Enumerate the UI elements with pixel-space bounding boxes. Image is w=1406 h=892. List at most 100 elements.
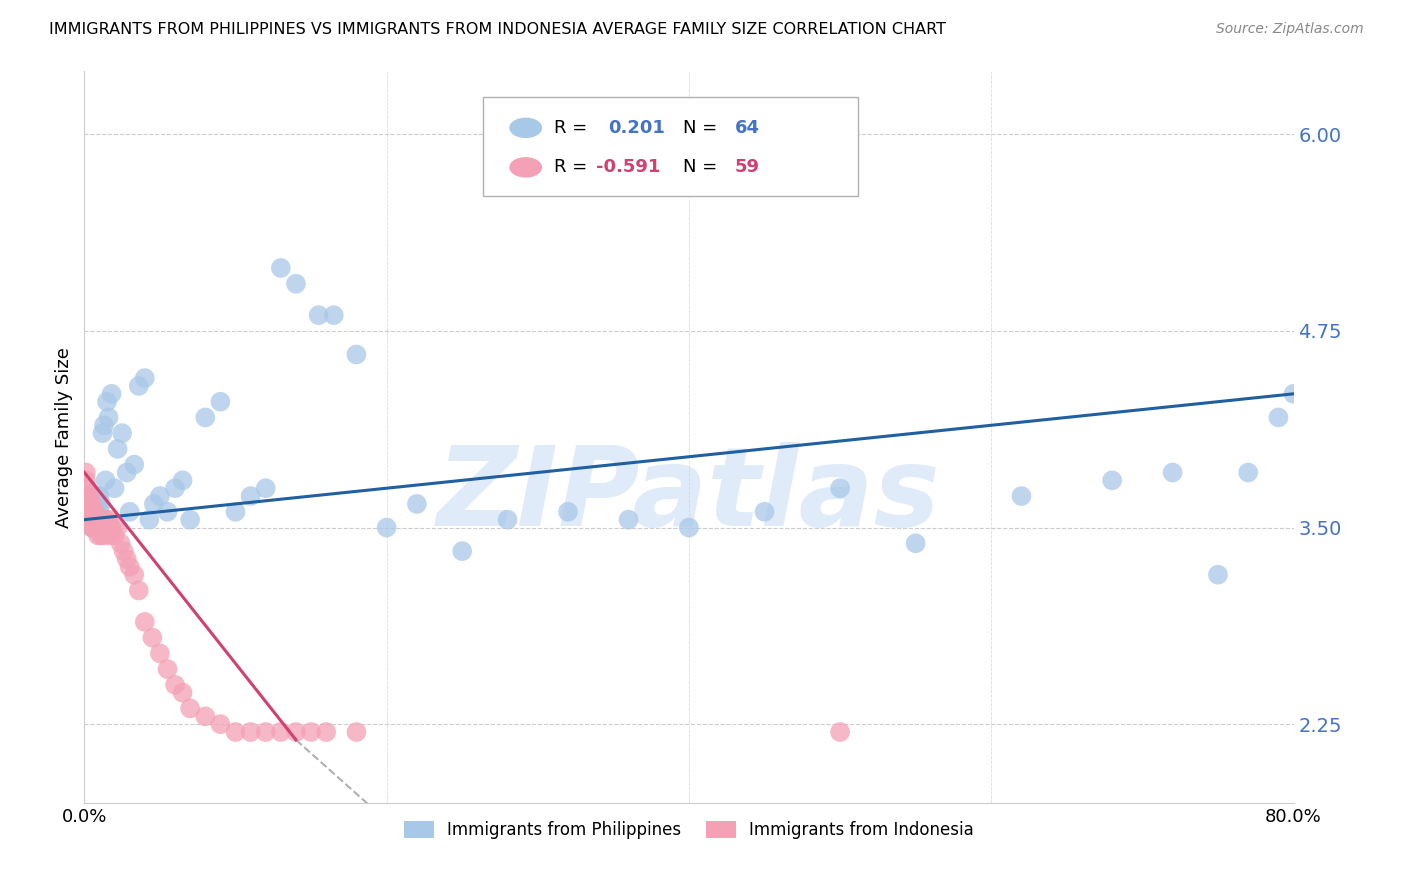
Point bbox=[97, 513, 120, 527]
Point bbox=[1161, 466, 1184, 480]
Point bbox=[87, 528, 110, 542]
Point bbox=[77, 513, 100, 527]
Point bbox=[1101, 473, 1123, 487]
Point bbox=[96, 394, 118, 409]
Point bbox=[82, 505, 104, 519]
Point bbox=[141, 631, 163, 645]
Point bbox=[87, 520, 110, 534]
Point bbox=[76, 497, 98, 511]
Point bbox=[80, 497, 103, 511]
Point bbox=[149, 646, 172, 660]
Text: N =: N = bbox=[683, 119, 717, 136]
Y-axis label: Average Family Size: Average Family Size bbox=[55, 347, 73, 527]
Point bbox=[1011, 489, 1033, 503]
Point bbox=[79, 513, 101, 527]
Point bbox=[94, 513, 117, 527]
Point bbox=[82, 520, 104, 534]
Point bbox=[79, 505, 101, 519]
Point bbox=[93, 418, 115, 433]
Point bbox=[375, 520, 398, 534]
Point bbox=[322, 308, 344, 322]
Point bbox=[84, 513, 107, 527]
Point bbox=[77, 505, 100, 519]
Point bbox=[1206, 567, 1229, 582]
Point bbox=[100, 387, 122, 401]
Text: 64: 64 bbox=[735, 119, 759, 136]
Point bbox=[346, 347, 368, 361]
Point bbox=[496, 513, 519, 527]
Point bbox=[77, 497, 100, 511]
Point bbox=[91, 520, 114, 534]
Point bbox=[406, 497, 429, 511]
Point bbox=[285, 725, 308, 739]
Point bbox=[80, 513, 103, 527]
Point bbox=[209, 717, 232, 731]
Point bbox=[172, 473, 194, 487]
Point bbox=[87, 489, 110, 503]
Point bbox=[172, 686, 194, 700]
Point bbox=[194, 709, 217, 723]
Text: IMMIGRANTS FROM PHILIPPINES VS IMMIGRANTS FROM INDONESIA AVERAGE FAMILY SIZE COR: IMMIGRANTS FROM PHILIPPINES VS IMMIGRANT… bbox=[49, 22, 946, 37]
Point bbox=[239, 725, 262, 739]
Point bbox=[179, 513, 201, 527]
Point bbox=[134, 371, 156, 385]
Text: -0.591: -0.591 bbox=[596, 159, 661, 177]
Point bbox=[76, 505, 98, 519]
Point bbox=[308, 308, 330, 322]
Point bbox=[90, 497, 112, 511]
Point bbox=[84, 513, 107, 527]
Point bbox=[156, 662, 179, 676]
Point bbox=[149, 489, 172, 503]
Text: 0.201: 0.201 bbox=[607, 119, 665, 136]
Point bbox=[115, 552, 138, 566]
Point bbox=[128, 583, 150, 598]
Point bbox=[89, 513, 111, 527]
Point bbox=[1267, 410, 1289, 425]
Point bbox=[122, 458, 145, 472]
Point bbox=[315, 725, 337, 739]
Point bbox=[98, 528, 121, 542]
Point bbox=[225, 725, 247, 739]
Point bbox=[111, 426, 134, 441]
Point bbox=[104, 481, 127, 495]
Point bbox=[156, 505, 179, 519]
Point bbox=[82, 505, 104, 519]
Point bbox=[75, 466, 97, 480]
Point bbox=[285, 277, 308, 291]
Point bbox=[122, 567, 145, 582]
Point bbox=[80, 505, 103, 519]
Text: 59: 59 bbox=[735, 159, 759, 177]
Point bbox=[115, 466, 138, 480]
Point bbox=[239, 489, 262, 503]
Point bbox=[118, 505, 141, 519]
Point bbox=[118, 559, 141, 574]
Text: R =: R = bbox=[554, 119, 586, 136]
Point bbox=[86, 513, 108, 527]
Point bbox=[134, 615, 156, 629]
Point bbox=[79, 505, 101, 519]
Text: Source: ZipAtlas.com: Source: ZipAtlas.com bbox=[1216, 22, 1364, 37]
Legend: Immigrants from Philippines, Immigrants from Indonesia: Immigrants from Philippines, Immigrants … bbox=[396, 814, 981, 846]
Point bbox=[107, 442, 129, 456]
Point bbox=[112, 544, 135, 558]
Text: ZIPatlas: ZIPatlas bbox=[437, 442, 941, 549]
Point bbox=[87, 497, 110, 511]
Point bbox=[76, 481, 98, 495]
Point bbox=[179, 701, 201, 715]
Point bbox=[89, 505, 111, 519]
Point bbox=[165, 481, 187, 495]
Point bbox=[97, 410, 120, 425]
Text: R =: R = bbox=[554, 159, 586, 177]
Point bbox=[830, 481, 852, 495]
Point bbox=[100, 520, 122, 534]
Point bbox=[104, 528, 127, 542]
Point bbox=[346, 725, 368, 739]
Point bbox=[79, 497, 101, 511]
Point bbox=[80, 520, 103, 534]
Point bbox=[557, 505, 579, 519]
Point bbox=[86, 520, 108, 534]
Point bbox=[754, 505, 776, 519]
Point bbox=[90, 528, 112, 542]
Point bbox=[270, 260, 292, 275]
Circle shape bbox=[510, 119, 541, 137]
